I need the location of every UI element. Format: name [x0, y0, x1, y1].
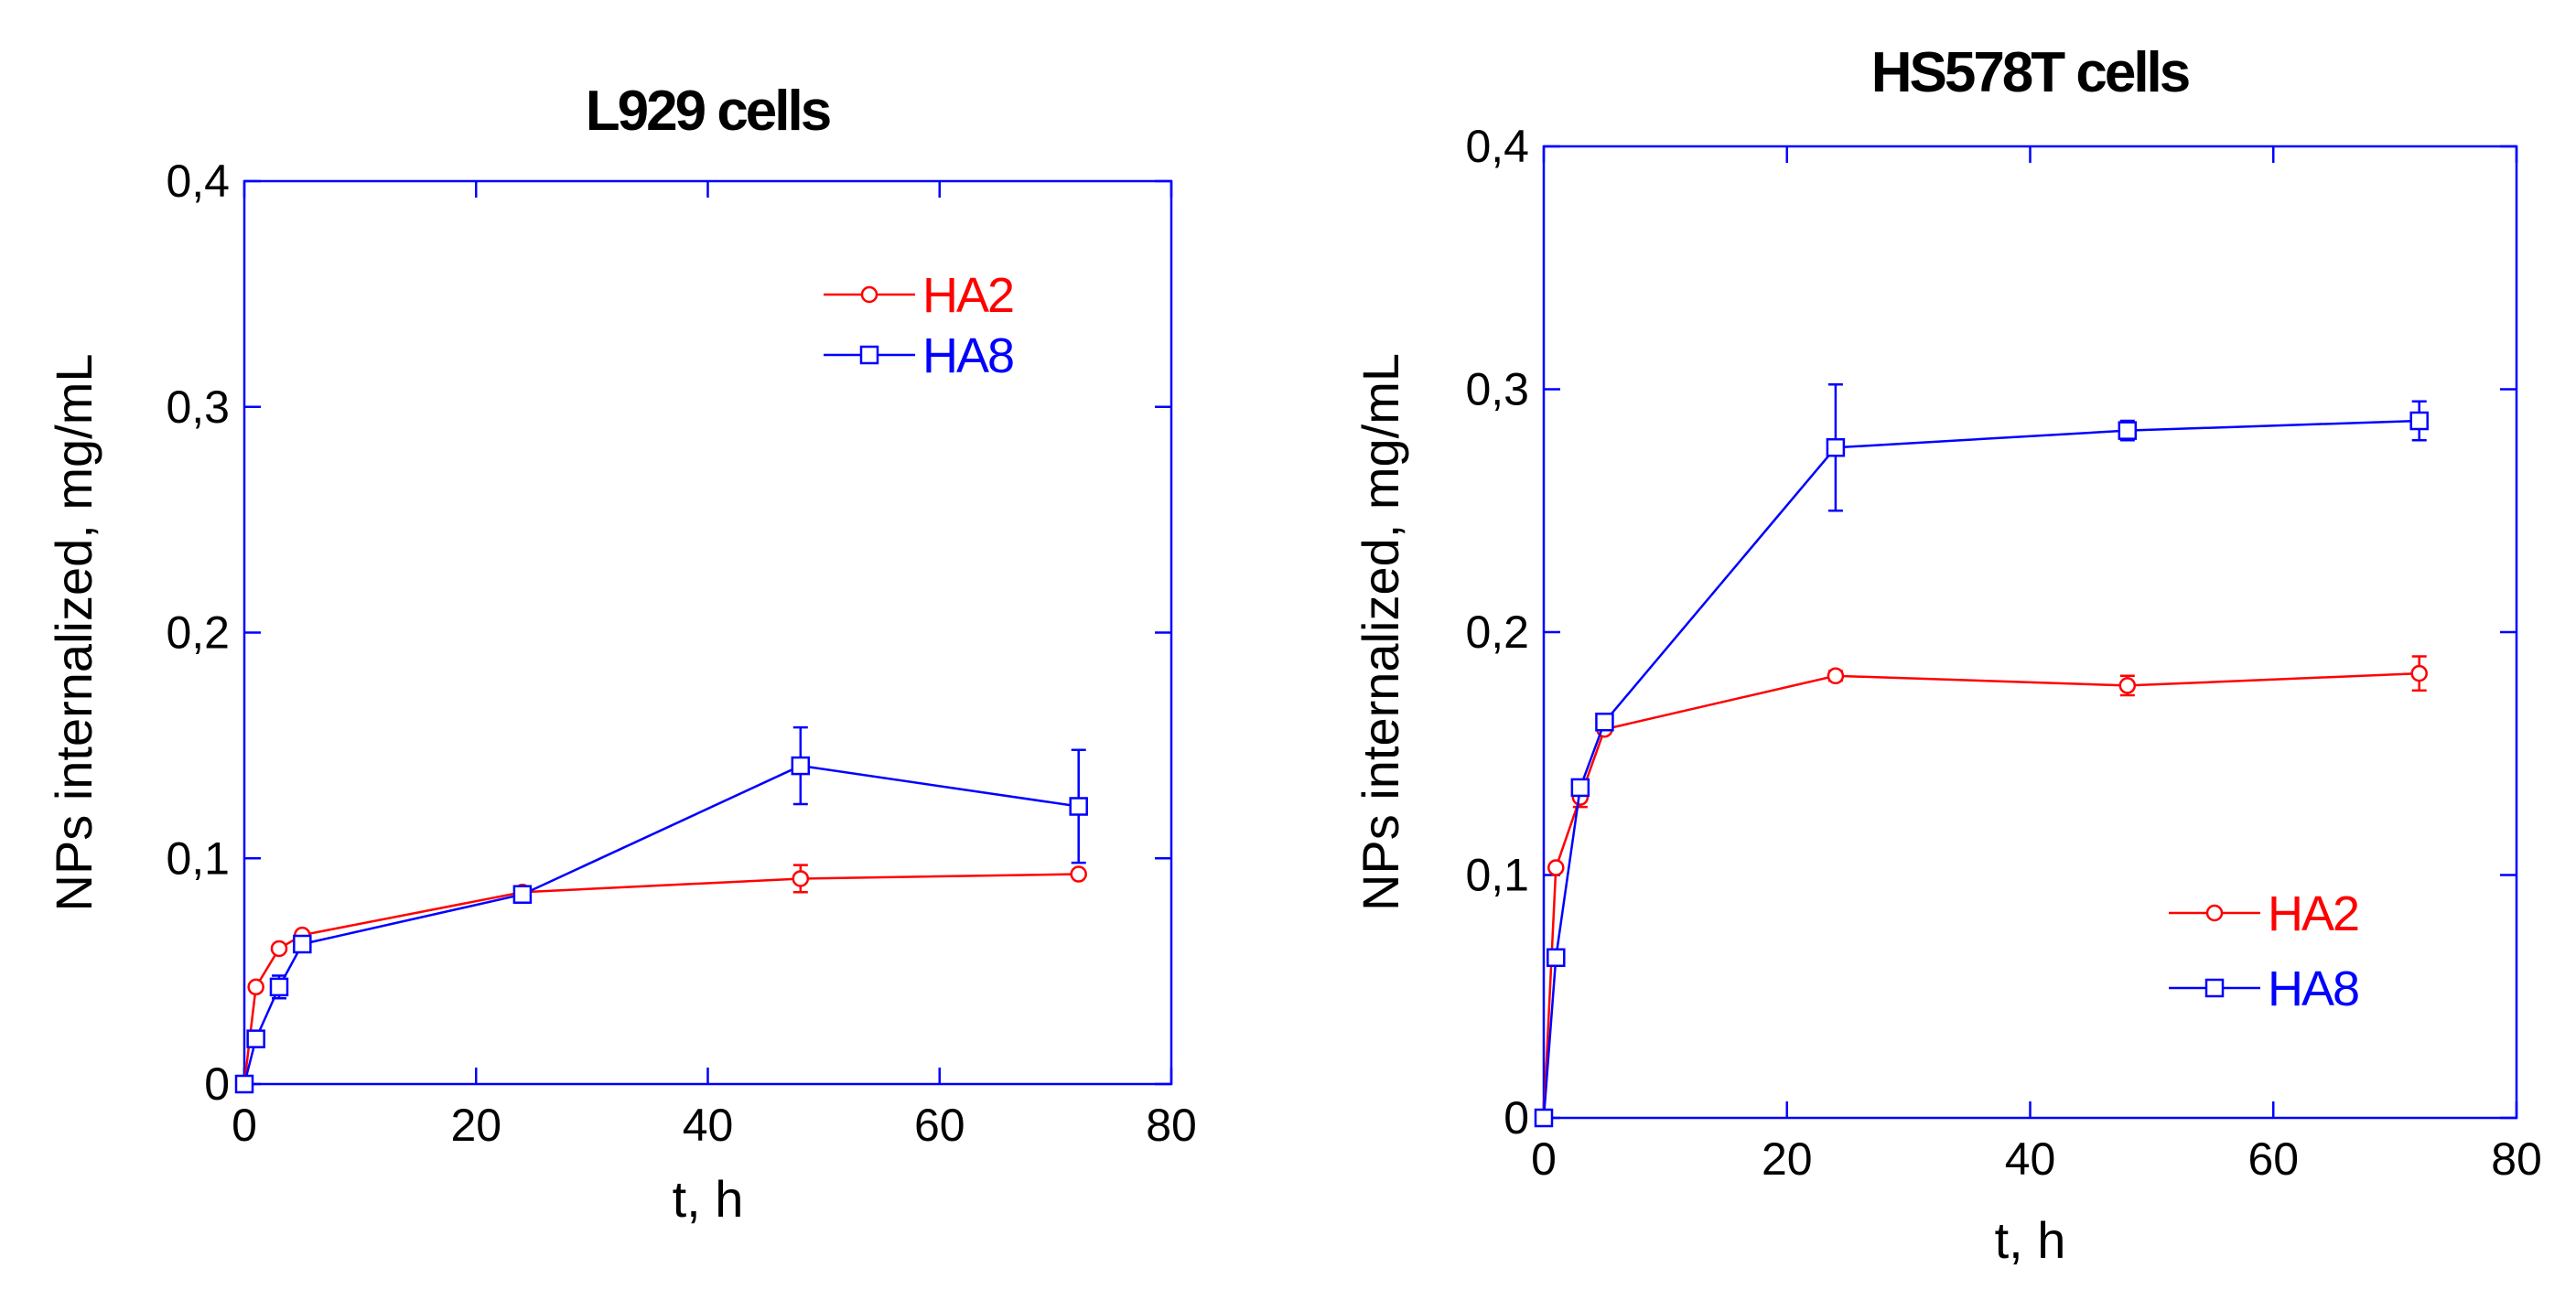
legend-marker — [859, 345, 879, 365]
legend-marker — [2204, 978, 2225, 998]
data-point — [791, 756, 811, 776]
data-point — [1547, 859, 1565, 876]
data-point — [246, 1029, 265, 1048]
legend-entry-ha2: HA2 — [2169, 886, 2360, 941]
data-point — [1826, 437, 1846, 457]
data-point — [1070, 865, 1087, 883]
data-point — [2118, 677, 2137, 694]
y-tick-label: 0,2 — [166, 607, 230, 659]
x-tick-label: 60 — [914, 1100, 965, 1151]
data-point — [1570, 778, 1590, 798]
data-point — [234, 1074, 254, 1094]
x-tick-label: 0 — [232, 1100, 257, 1151]
legend-label: HA2 — [2268, 886, 2358, 941]
chart-title: HS578T cells — [1871, 41, 2189, 104]
chart-title: L929 cells — [586, 80, 830, 143]
y-axis-label: NPs internalized, mg/mL — [1352, 353, 1409, 911]
legend-label: HA8 — [2268, 961, 2358, 1016]
data-point — [247, 978, 264, 996]
y-tick-label: 0,3 — [166, 381, 230, 433]
data-point — [1547, 948, 1566, 968]
x-tick-label: 40 — [2005, 1133, 2056, 1185]
x-tick-label: 40 — [683, 1100, 734, 1151]
series-ha8 — [1534, 382, 2429, 1128]
x-tick-label: 20 — [1762, 1133, 1813, 1185]
data-point — [1827, 667, 1845, 685]
legend-entry-ha8: HA8 — [2169, 961, 2360, 1016]
x-axis-label: t, h — [673, 1170, 744, 1228]
data-point — [269, 977, 289, 997]
data-point — [2118, 421, 2138, 440]
x-tick-label: 20 — [450, 1100, 501, 1151]
data-point — [2410, 664, 2428, 682]
legend-entry-ha8: HA8 — [824, 328, 1015, 383]
x-tick-label: 0 — [1531, 1133, 1557, 1185]
y-axis-label: NPs internalized, mg/mL — [45, 353, 102, 911]
data-point — [1534, 1108, 1554, 1128]
plot-frame — [1542, 145, 2518, 1120]
series-ha2 — [235, 864, 1087, 1093]
legend-marker — [2205, 904, 2224, 922]
y-tick-label: 0 — [204, 1058, 230, 1110]
y-tick-label: 0,1 — [1465, 850, 1529, 901]
data-point — [792, 870, 810, 887]
data-point — [270, 940, 288, 958]
legend-entry-ha2: HA2 — [824, 268, 1015, 323]
series-line — [243, 764, 1079, 1085]
y-tick-label: 0,1 — [166, 832, 230, 884]
x-tick-label: 80 — [1146, 1100, 1197, 1151]
data-point — [512, 885, 533, 904]
x-tick-label: 60 — [2247, 1133, 2299, 1185]
plot-frame — [243, 179, 1173, 1086]
x-tick-label: 80 — [2491, 1133, 2542, 1185]
chart-2: HS578T cells 0 20 40 60 80 0 0,1 0,2 0,3 0,4 t, h NP… — [1352, 41, 2542, 1269]
y-tick-label: 0 — [1504, 1092, 1529, 1144]
legend-label: HA2 — [922, 268, 1013, 323]
data-point — [1069, 797, 1088, 816]
series-ha8 — [234, 725, 1088, 1094]
legend-marker — [860, 285, 878, 304]
data-point — [1595, 712, 1614, 732]
y-tick-label: 0,4 — [166, 156, 230, 207]
y-tick-label: 0,4 — [1465, 121, 1529, 172]
data-point — [2409, 411, 2429, 431]
series-line — [243, 873, 1079, 1085]
y-tick-label: 0,2 — [1465, 607, 1529, 658]
x-axis-label: t, h — [1995, 1211, 2066, 1269]
y-tick-label: 0,3 — [1465, 364, 1529, 415]
legend-label: HA8 — [922, 328, 1013, 383]
chart-1: L929 cells 0 20 40 60 80 0 0,1 0,2 0,3 0,4 t, h NPs … — [45, 80, 1197, 1228]
data-point — [293, 934, 312, 954]
